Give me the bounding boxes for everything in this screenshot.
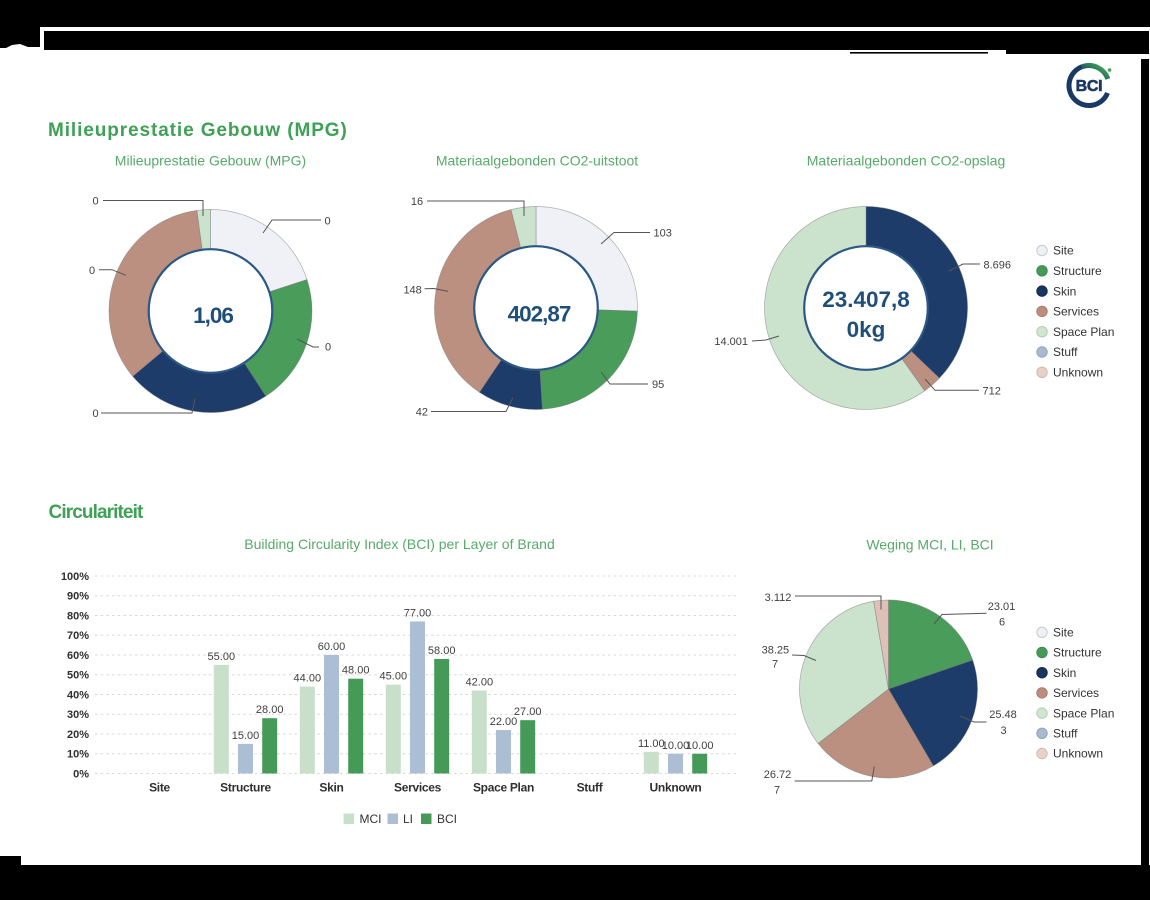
svg-text:8.696: 8.696 — [984, 260, 1012, 272]
svg-text:Space Plan: Space Plan — [473, 781, 534, 795]
svg-text:Services: Services — [1053, 686, 1099, 700]
svg-text:Structure: Structure — [1053, 646, 1102, 660]
svg-text:27.00: 27.00 — [514, 706, 542, 718]
svg-text:70%: 70% — [67, 630, 89, 642]
svg-text:6: 6 — [999, 617, 1005, 629]
svg-text:50%: 50% — [67, 670, 89, 682]
svg-text:23.407,8: 23.407,8 — [822, 287, 910, 312]
svg-text:Stuff: Stuff — [1053, 345, 1078, 359]
svg-text:14.001: 14.001 — [714, 336, 748, 348]
svg-text:15.00: 15.00 — [232, 730, 260, 742]
svg-text:0: 0 — [89, 265, 95, 277]
svg-text:90%: 90% — [67, 591, 89, 603]
svg-text:42.00: 42.00 — [466, 677, 494, 689]
svg-text:20%: 20% — [67, 729, 89, 741]
svg-text:BCI: BCI — [437, 812, 457, 826]
svg-text:Structure: Structure — [220, 781, 271, 795]
svg-text:48.00: 48.00 — [342, 665, 370, 677]
svg-text:Unknown: Unknown — [1053, 747, 1103, 761]
svg-text:40%: 40% — [67, 689, 89, 701]
svg-text:Stuff: Stuff — [577, 781, 604, 795]
svg-text:38.25: 38.25 — [762, 644, 790, 656]
svg-text:Unknown: Unknown — [650, 781, 702, 795]
svg-text:23.01: 23.01 — [988, 601, 1016, 613]
svg-text:Structure: Structure — [1053, 264, 1102, 278]
svg-text:Weging MCI, LI, BCI: Weging MCI, LI, BCI — [866, 537, 993, 553]
svg-text:Stuff: Stuff — [1053, 727, 1078, 741]
svg-text:0: 0 — [325, 342, 331, 354]
svg-text:Site: Site — [1053, 244, 1074, 258]
svg-text:10.00: 10.00 — [686, 740, 714, 752]
svg-text:30%: 30% — [67, 709, 89, 721]
svg-text:Space Plan: Space Plan — [1053, 325, 1114, 339]
svg-text:1,06: 1,06 — [193, 303, 233, 328]
svg-text:Materiaalgebonden CO2-uitstoot: Materiaalgebonden CO2-uitstoot — [436, 153, 638, 169]
svg-text:10%: 10% — [67, 749, 89, 761]
svg-text:44.00: 44.00 — [294, 673, 322, 685]
svg-text:77.00: 77.00 — [404, 607, 432, 619]
svg-text:95: 95 — [652, 379, 664, 391]
svg-text:7: 7 — [772, 658, 778, 670]
svg-text:55.00: 55.00 — [208, 651, 236, 663]
svg-text:Services: Services — [394, 781, 442, 795]
svg-text:Milieuprestatie Gebouw (MPG): Milieuprestatie Gebouw (MPG) — [115, 153, 306, 169]
svg-text:712: 712 — [983, 386, 1001, 398]
svg-text:0%: 0% — [73, 768, 89, 780]
svg-text:Milieuprestatie Gebouw (MPG): Milieuprestatie Gebouw (MPG) — [48, 120, 348, 141]
svg-text:402,87: 402,87 — [508, 302, 571, 327]
svg-text:25.48: 25.48 — [989, 709, 1017, 721]
svg-text:Unknown: Unknown — [1053, 366, 1103, 380]
svg-text:3.112: 3.112 — [765, 592, 792, 604]
svg-text:Materiaalgebonden CO2-opslag: Materiaalgebonden CO2-opslag — [807, 153, 1005, 169]
svg-text:80%: 80% — [67, 610, 89, 622]
svg-text:Site: Site — [149, 781, 170, 795]
svg-text:60%: 60% — [67, 650, 89, 662]
svg-text:103: 103 — [654, 228, 672, 240]
svg-text:Skin: Skin — [1053, 666, 1076, 680]
svg-text:10.00: 10.00 — [662, 740, 690, 752]
svg-text:11.00: 11.00 — [638, 738, 665, 750]
svg-text:28.00: 28.00 — [256, 704, 284, 716]
svg-text:22.00: 22.00 — [490, 716, 518, 728]
svg-text:Skin: Skin — [319, 781, 343, 795]
svg-text:LI: LI — [403, 812, 413, 826]
svg-text:Circulariteit: Circulariteit — [49, 502, 144, 523]
svg-text:0: 0 — [92, 408, 98, 420]
svg-text:3: 3 — [1000, 725, 1006, 737]
svg-text:Building Circularity Index (BC: Building Circularity Index (BCI) per Lay… — [244, 536, 554, 552]
svg-text:Space Plan: Space Plan — [1053, 706, 1114, 720]
svg-text:Services: Services — [1053, 305, 1099, 319]
svg-text:Site: Site — [1053, 626, 1074, 640]
svg-text:100%: 100% — [61, 571, 89, 583]
svg-text:MCI: MCI — [360, 812, 382, 826]
svg-text:0: 0 — [92, 196, 98, 208]
svg-text:45.00: 45.00 — [380, 671, 408, 683]
svg-text:7: 7 — [774, 784, 780, 796]
svg-text:42: 42 — [416, 407, 428, 419]
svg-text:58.00: 58.00 — [428, 645, 456, 657]
svg-text:BCI: BCI — [1076, 78, 1103, 95]
svg-text:0: 0 — [324, 216, 330, 228]
svg-text:0kg: 0kg — [847, 317, 886, 342]
svg-text:148: 148 — [403, 284, 421, 296]
svg-text:Skin: Skin — [1053, 284, 1076, 298]
svg-text:60.00: 60.00 — [318, 641, 346, 653]
svg-text:16: 16 — [411, 196, 423, 208]
svg-text:26.72: 26.72 — [764, 769, 792, 781]
